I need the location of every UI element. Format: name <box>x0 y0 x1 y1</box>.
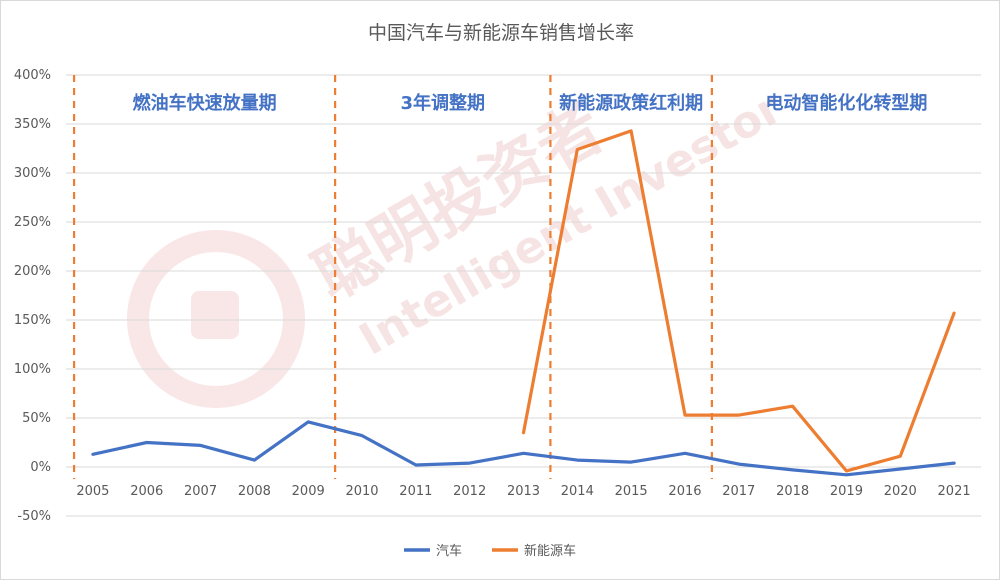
x-tick-label: 2006 <box>130 484 163 499</box>
watermark: 聪明投资者 Intelligent Investor <box>138 82 791 397</box>
x-tick-label: 2021 <box>938 484 971 499</box>
chart-title: 中国汽车与新能源车销售增长率 <box>368 22 634 44</box>
x-tick-label: 2013 <box>507 484 540 499</box>
phase-label: 电动智能化化转型期 <box>765 92 927 114</box>
x-tick-label: 2012 <box>453 484 486 499</box>
y-axis-ticks: 400% 350% 300% 250% 200% 150% 100% 50% 0% -50% <box>14 68 51 524</box>
legend-label: 汽车 <box>436 543 462 559</box>
y-tick-label: 400% <box>14 68 51 83</box>
y-tick-label: 300% <box>14 166 51 181</box>
watermark-logo-mark <box>191 291 239 339</box>
y-tick-label: 150% <box>14 313 51 328</box>
x-tick-label: 2018 <box>776 484 809 499</box>
phase-label: 新能源政策红利期 <box>559 92 703 114</box>
y-tick-label: 250% <box>14 215 51 230</box>
y-tick-label: 100% <box>14 362 51 377</box>
x-tick-label: 2015 <box>615 484 648 499</box>
x-tick-label: 2016 <box>668 484 701 499</box>
phase-label: 3年调整期 <box>400 92 485 114</box>
legend-label: 新能源车 <box>524 543 576 559</box>
y-tick-label: 0% <box>30 460 51 475</box>
series-line-1 <box>524 131 955 471</box>
phase-label: 燃油车快速放量期 <box>133 92 277 114</box>
x-tick-label: 2005 <box>76 484 109 499</box>
x-tick-label: 2007 <box>184 484 217 499</box>
y-tick-label: 200% <box>14 264 51 279</box>
y-tick-label: -50% <box>17 509 51 524</box>
x-tick-label: 2014 <box>561 484 594 499</box>
y-tick-label: 50% <box>22 411 51 426</box>
y-tick-label: 350% <box>14 117 51 132</box>
x-tick-label: 2009 <box>292 484 325 499</box>
phase-labels: 燃油车快速放量期 3年调整期 新能源政策红利期 电动智能化化转型期 <box>133 92 928 114</box>
x-tick-label: 2020 <box>884 484 917 499</box>
x-axis-ticks: 2005 2006 2007 2008 2009 2010 2011 2012 2013 2014… <box>76 484 970 499</box>
legend: 汽车 新能源车 <box>404 543 576 559</box>
x-tick-label: 2010 <box>345 484 378 499</box>
x-tick-label: 2008 <box>238 484 271 499</box>
x-tick-label: 2017 <box>722 484 755 499</box>
x-tick-label: 2019 <box>830 484 863 499</box>
x-tick-label: 2011 <box>399 484 432 499</box>
